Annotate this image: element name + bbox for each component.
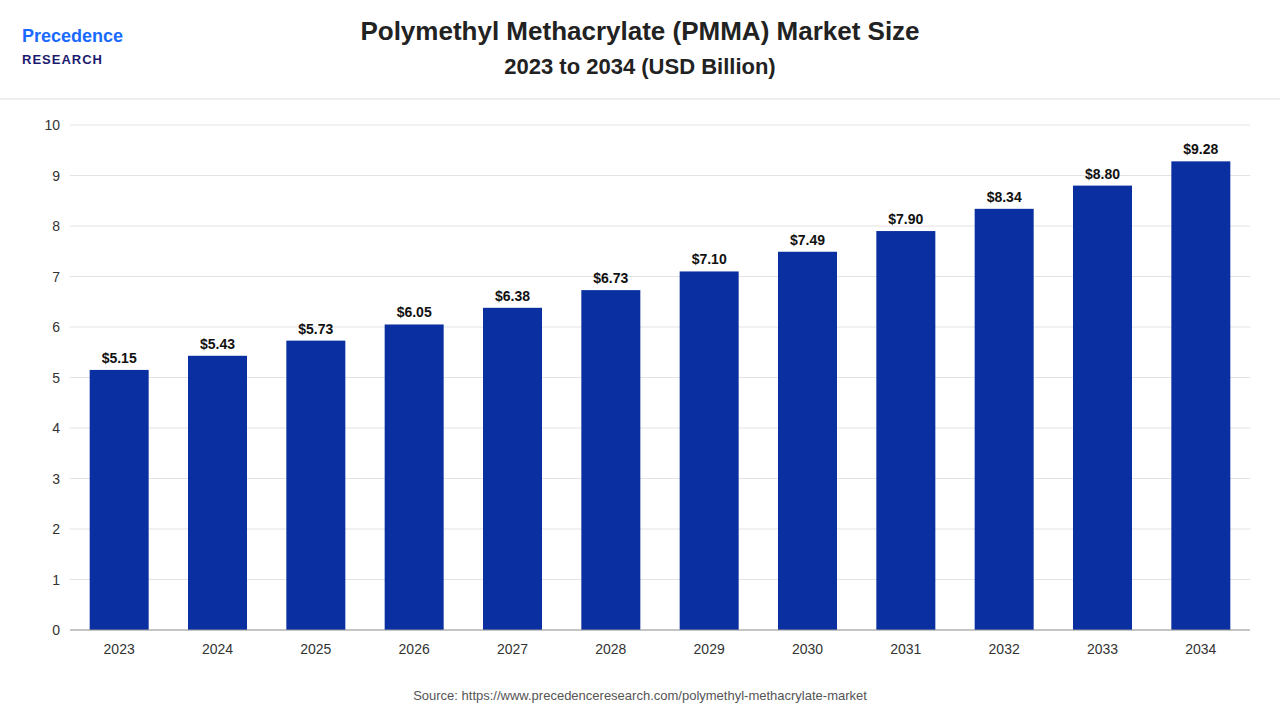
x-tick-label: 2029 (694, 641, 725, 657)
bar (483, 308, 542, 630)
data-label: $8.80 (1085, 166, 1120, 182)
data-label: $6.38 (495, 288, 530, 304)
y-tick-label: 3 (52, 471, 60, 487)
data-label: $5.73 (298, 321, 333, 337)
grid-line (70, 125, 1250, 126)
grid-line (70, 175, 1250, 176)
y-tick-label: 4 (52, 420, 60, 436)
x-axis-line (70, 630, 1250, 631)
y-tick-label: 10 (44, 117, 60, 133)
data-label: $6.73 (593, 270, 628, 286)
x-tick-label: 2024 (202, 641, 233, 657)
x-tick-label: 2034 (1185, 641, 1216, 657)
data-label: $9.28 (1183, 141, 1218, 157)
subtitle: 2023 to 2034 (USD Billion) (504, 54, 775, 79)
grid (70, 125, 1250, 630)
y-tick-label: 7 (52, 269, 60, 285)
data-label: $8.34 (987, 189, 1022, 205)
logo-subtext: RESEARCH (22, 52, 103, 67)
grid-line (70, 630, 1250, 631)
bar (1171, 161, 1230, 630)
title: Polymethyl Methacrylate (PMMA) Market Si… (360, 16, 919, 46)
x-tick-label: 2031 (890, 641, 921, 657)
x-tick-label: 2026 (399, 641, 430, 657)
y-tick-label: 0 (52, 622, 60, 638)
bars (90, 161, 1231, 630)
source-note: Source: https://www.precedenceresearch.c… (413, 688, 867, 703)
data-label: $6.05 (397, 304, 432, 320)
bar (1073, 186, 1132, 630)
header-separator (0, 99, 1280, 100)
bar (188, 356, 247, 630)
x-tick-label: 2030 (792, 641, 823, 657)
header: Polymethyl Methacrylate (PMMA) Market Si… (0, 16, 1280, 99)
x-tick-label: 2033 (1087, 641, 1118, 657)
logo-text: Precedence (22, 26, 123, 46)
bar (385, 324, 444, 630)
y-tick-label: 1 (52, 572, 60, 588)
chart-svg: Polymethyl Methacrylate (PMMA) Market Si… (0, 0, 1280, 720)
y-tick-label: 9 (52, 168, 60, 184)
y-tick-label: 2 (52, 521, 60, 537)
bar (581, 290, 640, 630)
chart-container: Polymethyl Methacrylate (PMMA) Market Si… (0, 0, 1280, 720)
bar (975, 209, 1034, 630)
y-tick-label: 5 (52, 370, 60, 386)
data-label: $5.43 (200, 336, 235, 352)
data-label: $7.49 (790, 232, 825, 248)
bar (680, 271, 739, 630)
data-label: $7.10 (692, 251, 727, 267)
bar (778, 252, 837, 630)
y-tick-label: 6 (52, 319, 60, 335)
bar (876, 231, 935, 630)
x-tick-label: 2032 (989, 641, 1020, 657)
data-labels: $5.15 $5.43 $5.73 $6.05 $6.38 $6.73 $7.10 $7.49… (102, 141, 1219, 366)
x-axis: 2023 2024 2025 2026 2027 2028 2029 2030 2031 2032… (70, 630, 1250, 657)
data-label: $5.15 (102, 350, 137, 366)
x-tick-label: 2028 (595, 641, 626, 657)
x-tick-label: 2027 (497, 641, 528, 657)
bar (286, 341, 345, 630)
y-tick-label: 8 (52, 218, 60, 234)
bar (90, 370, 149, 630)
x-tick-label: 2025 (300, 641, 331, 657)
data-label: $7.90 (888, 211, 923, 227)
x-tick-label: 2023 (104, 641, 135, 657)
y-axis: 0 1 2 3 4 5 6 7 8 9 10 (44, 117, 60, 638)
